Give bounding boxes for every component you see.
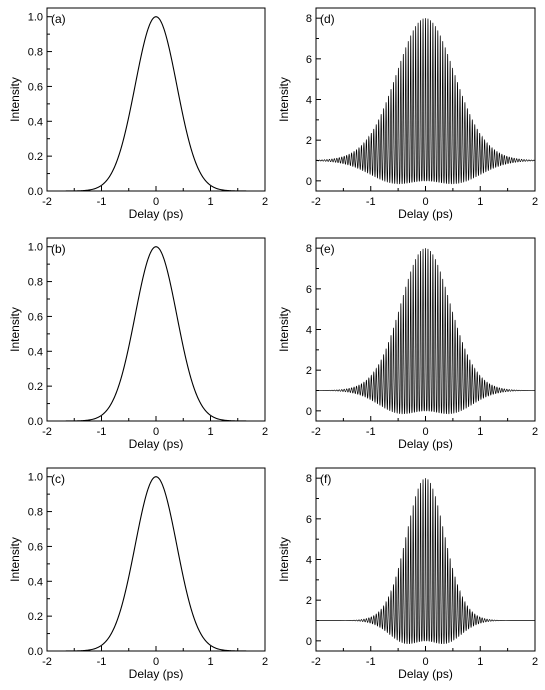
y-axis-label: Intensity: [8, 307, 22, 352]
x-tick-label: 2: [532, 196, 538, 208]
x-tick-label: 2: [262, 426, 268, 438]
y-tick-label: 8: [306, 243, 312, 255]
y-tick-label: 0: [306, 176, 312, 188]
panel-label: (b): [51, 242, 66, 256]
x-tick-label: -1: [97, 656, 107, 668]
y-tick-label: 0.8: [28, 507, 43, 519]
x-axis-label: Delay (ps): [398, 667, 453, 681]
chart-panel-e: -2 -1 0 1 2 0 2 4 6 8 Delay (ps) Intensity (e): [277, 237, 538, 451]
series-line: [47, 246, 265, 421]
series-line: [316, 18, 535, 185]
y-tick-label: 0.4: [28, 576, 43, 588]
x-tick-label: 1: [477, 426, 483, 438]
x-tick-label: -2: [42, 196, 52, 208]
y-tick-label: 0.8: [28, 277, 43, 289]
y-tick-label: 6: [306, 514, 312, 526]
x-axis-label: Delay (ps): [129, 667, 184, 681]
chart-panel-a: -2 -1 0 1 2 0.0 0.2 0.4 0.6 0.8 1.0 Delay (ps) Inten…: [8, 7, 268, 221]
y-tick-label: 2: [306, 365, 312, 377]
panel-label: (e): [320, 242, 335, 256]
x-tick-label: 0: [422, 426, 428, 438]
x-tick-label: -2: [311, 656, 321, 668]
x-tick-label: 1: [477, 196, 483, 208]
panel-label: (d): [320, 12, 335, 26]
chart-panel-b: -2 -1 0 1 2 0.0 0.2 0.4 0.6 0.8 1.0 Delay (ps) Inten…: [8, 237, 268, 451]
y-tick-label: 1.0: [28, 12, 43, 24]
x-tick-label: 0: [153, 196, 159, 208]
x-tick-label: -1: [366, 656, 376, 668]
x-tick-label: 0: [153, 426, 159, 438]
plot-frame: [46, 467, 266, 652]
x-axis-label: Delay (ps): [398, 207, 453, 221]
y-axis-label: Intensity: [8, 77, 22, 122]
y-tick-label: 4: [306, 325, 312, 337]
panel-label: (a): [51, 12, 66, 26]
plot-frame: [46, 7, 266, 192]
panel-label: (f): [320, 472, 331, 486]
x-tick-label: 0: [422, 656, 428, 668]
y-tick-label: 1.0: [28, 242, 43, 254]
series-line: [47, 476, 265, 651]
x-tick-label: -1: [366, 196, 376, 208]
y-tick-label: 0.0: [28, 646, 43, 658]
x-tick-label: 2: [262, 196, 268, 208]
x-tick-label: -1: [97, 196, 107, 208]
y-tick-label: 0.0: [28, 416, 43, 428]
y-tick-label: 0.4: [28, 346, 43, 358]
y-axis-label: Intensity: [277, 537, 291, 582]
y-tick-label: 0.2: [28, 381, 43, 393]
y-tick-label: 4: [306, 555, 312, 567]
x-tick-label: -1: [366, 426, 376, 438]
x-axis-label: Delay (ps): [398, 437, 453, 451]
plot-frame: [46, 237, 266, 422]
x-tick-label: 2: [532, 656, 538, 668]
x-tick-label: 2: [532, 426, 538, 438]
y-axis-label: Intensity: [8, 537, 22, 582]
y-tick-label: 0: [306, 636, 312, 648]
y-tick-label: 2: [306, 595, 312, 607]
series-line: [316, 478, 535, 645]
y-tick-label: 0.8: [28, 47, 43, 59]
chart-panel-d: -2 -1 0 1 2 0 2 4 6 8 Delay (ps) Intensity (d): [277, 7, 538, 221]
x-tick-label: 2: [262, 656, 268, 668]
y-tick-label: 2: [306, 135, 312, 147]
y-tick-label: 8: [306, 13, 312, 25]
x-tick-label: -2: [42, 426, 52, 438]
x-tick-label: 1: [207, 656, 213, 668]
x-tick-label: 0: [422, 196, 428, 208]
y-tick-label: 0.2: [28, 611, 43, 623]
y-tick-label: 0.6: [28, 311, 43, 323]
y-tick-label: 6: [306, 54, 312, 66]
chart-panel-f: -2 -1 0 1 2 0 2 4 6 8 Delay (ps) Intensity (f): [277, 467, 538, 681]
chart-panel-c: -2 -1 0 1 2 0.0 0.2 0.4 0.6 0.8 1.0 Delay (ps) Inten…: [8, 467, 268, 681]
x-tick-label: -2: [42, 656, 52, 668]
x-tick-label: -2: [311, 426, 321, 438]
y-tick-label: 0.4: [28, 116, 43, 128]
y-tick-label: 6: [306, 284, 312, 296]
y-tick-label: 0: [306, 406, 312, 418]
x-axis-label: Delay (ps): [129, 437, 184, 451]
x-tick-label: 1: [207, 426, 213, 438]
x-tick-label: -1: [97, 426, 107, 438]
y-tick-label: 0.6: [28, 81, 43, 93]
x-tick-label: 1: [477, 656, 483, 668]
y-axis-label: Intensity: [277, 77, 291, 122]
series-line: [47, 16, 265, 191]
x-tick-label: 1: [207, 196, 213, 208]
y-tick-label: 0.2: [28, 151, 43, 163]
y-tick-label: 0.0: [28, 186, 43, 198]
y-tick-label: 4: [306, 95, 312, 107]
y-axis-label: Intensity: [277, 307, 291, 352]
series-line: [316, 248, 535, 415]
x-tick-label: -2: [311, 196, 321, 208]
y-tick-label: 8: [306, 473, 312, 485]
x-tick-label: 0: [153, 656, 159, 668]
x-axis-label: Delay (ps): [129, 207, 184, 221]
y-tick-label: 1.0: [28, 472, 43, 484]
panel-label: (c): [51, 472, 65, 486]
y-tick-label: 0.6: [28, 541, 43, 553]
